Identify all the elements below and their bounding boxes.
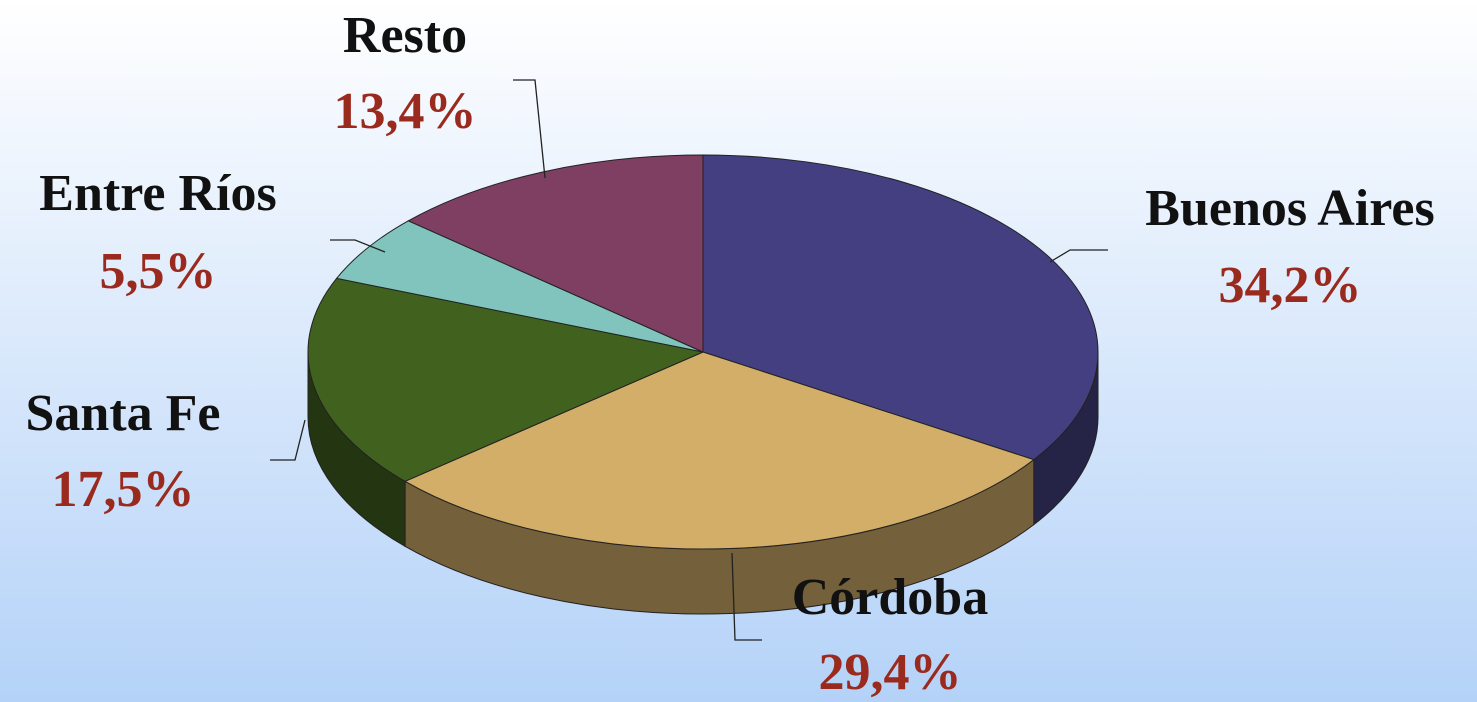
slice-value-label: 34,2% [1219,257,1362,314]
pie-tops [307,154,1099,550]
slice-value-label: 29,4% [819,644,962,701]
pie-slice [403,351,1035,550]
pie-slice [307,277,705,482]
slice-label: Resto [343,7,467,64]
slice-value-label: 5,5% [100,243,217,300]
leader-line [330,239,386,253]
leader-line [270,419,306,461]
leader-line [1049,249,1108,263]
leader-line [513,79,546,179]
slice-label: Entre Ríos [39,165,276,222]
labels: Buenos Aires 34,2% Córdoba 29,4% Santa Fe 17,… [26,7,1435,701]
slice-label: Santa Fe [26,385,221,442]
slice-label: Buenos Aires [1145,180,1434,237]
slice-label: Córdoba [792,569,988,626]
leader-line [731,552,762,641]
pie-slice [407,154,704,353]
pie-slice [702,154,1099,461]
pie-slice [335,220,704,353]
slice-value-label: 13,4% [334,83,477,140]
slice-value-label: 17,5% [52,461,195,518]
